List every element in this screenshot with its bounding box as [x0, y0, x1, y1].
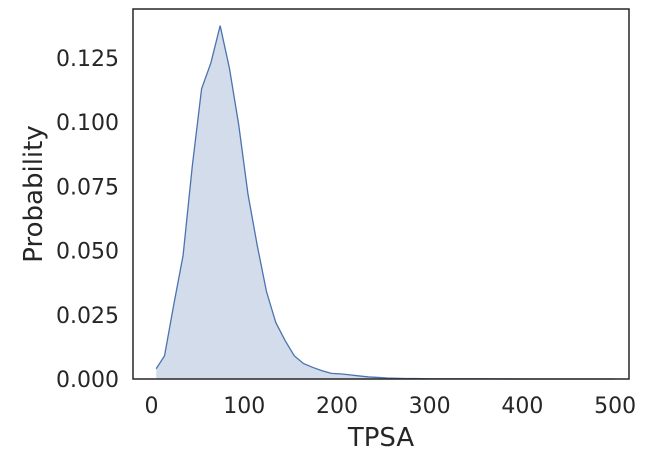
density-area-0: [156, 25, 616, 379]
y-tick-label: 0.000: [56, 368, 119, 393]
x-axis-ticks: 0 100 200 300 400 500: [145, 394, 637, 419]
x-tick-label: 500: [594, 394, 636, 419]
plot-frame: [132, 8, 630, 380]
y-axis-ticks: 0.000 0.025 0.050 0.075 0.100 0.125: [56, 47, 119, 393]
plot-marks: [155, 25, 616, 380]
x-tick-label: 300: [409, 394, 451, 419]
y-axis-label: Probability: [19, 125, 49, 262]
x-tick-label: 100: [223, 394, 265, 419]
y-tick-label: 0.100: [56, 111, 119, 136]
x-tick-label: 0: [145, 394, 159, 419]
y-tick-label: 0.125: [56, 47, 119, 72]
y-tick-label: 0.075: [56, 175, 119, 200]
y-tick-label: 0.050: [56, 240, 119, 265]
x-tick-label: 200: [316, 394, 358, 419]
x-tick-label: 400: [501, 394, 543, 419]
x-axis-label: TPSA: [347, 423, 415, 453]
y-tick-label: 0.025: [56, 304, 119, 329]
